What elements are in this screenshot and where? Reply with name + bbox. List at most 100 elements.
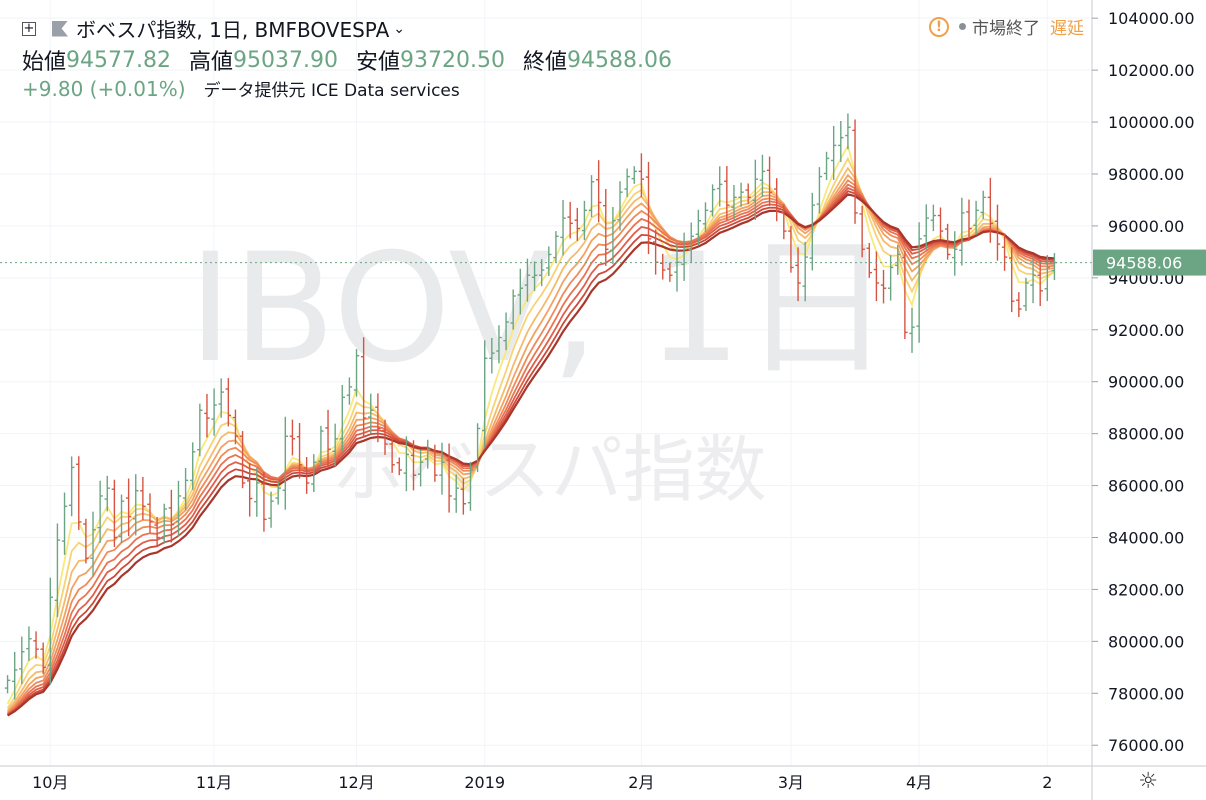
ma-line-5[interactable] bbox=[6, 179, 1055, 714]
ohlc-bar[interactable] bbox=[311, 454, 317, 493]
ohlc-bar[interactable] bbox=[1044, 255, 1051, 302]
ohlc-bar[interactable] bbox=[382, 419, 388, 455]
ohlc-bar[interactable] bbox=[389, 435, 395, 473]
ohlc-bar[interactable] bbox=[368, 393, 374, 434]
ohlc-bar[interactable] bbox=[83, 518, 89, 564]
ohlc-bar[interactable] bbox=[111, 479, 118, 547]
ohlc-bar[interactable] bbox=[610, 206, 616, 265]
ohlc-bar[interactable] bbox=[909, 307, 915, 353]
ohlc-bar[interactable] bbox=[795, 247, 801, 302]
ohlc-bar[interactable] bbox=[125, 478, 132, 537]
ohlc-bar[interactable] bbox=[4, 675, 11, 694]
ohlc-bar[interactable] bbox=[503, 312, 509, 351]
ohlc-bar[interactable] bbox=[282, 416, 289, 510]
ohlc-bar[interactable] bbox=[353, 349, 360, 397]
ma-line-6[interactable] bbox=[7, 183, 1055, 715]
ohlc-bar[interactable] bbox=[752, 159, 759, 220]
ohlc-bar[interactable] bbox=[624, 168, 630, 198]
ohlc-bar[interactable] bbox=[396, 457, 402, 476]
ohlc-bar[interactable] bbox=[175, 480, 182, 537]
ohlc-bar[interactable] bbox=[994, 204, 1001, 261]
ohlc-bar[interactable] bbox=[538, 259, 545, 287]
ohlc-bar[interactable] bbox=[631, 166, 637, 184]
ohlc-bar[interactable] bbox=[952, 231, 958, 276]
ohlc-bar[interactable] bbox=[446, 443, 452, 513]
ohlc-bar[interactable] bbox=[574, 207, 580, 241]
ohlc-bar[interactable] bbox=[937, 207, 944, 240]
ohlc-bar[interactable] bbox=[318, 425, 324, 467]
ohlc-bar[interactable] bbox=[133, 474, 139, 536]
ma-line-3[interactable] bbox=[6, 166, 1055, 712]
ohlc-bar[interactable] bbox=[154, 516, 160, 546]
ohlc-bar[interactable] bbox=[332, 423, 338, 467]
ohlc-bar[interactable] bbox=[738, 182, 744, 207]
ohlc-bar[interactable] bbox=[517, 268, 524, 315]
ohlc-bar[interactable] bbox=[759, 154, 766, 197]
ohlc-bar[interactable] bbox=[246, 462, 253, 517]
ohlc-bar[interactable] bbox=[232, 409, 239, 445]
ohlc-bar[interactable] bbox=[90, 511, 96, 577]
ohlc-bar[interactable] bbox=[325, 409, 331, 468]
ohlc-bar[interactable] bbox=[225, 378, 232, 427]
ohlc-bar[interactable] bbox=[553, 231, 559, 263]
ohlc-bar[interactable] bbox=[254, 467, 260, 517]
ohlc-bar[interactable] bbox=[474, 423, 481, 473]
ohlc-bar[interactable] bbox=[866, 243, 872, 278]
ohlc-bar[interactable] bbox=[531, 261, 538, 292]
ohlc-bar[interactable] bbox=[1009, 247, 1015, 313]
ohlc-bar[interactable] bbox=[303, 457, 310, 494]
ohlc-bar[interactable] bbox=[375, 393, 381, 443]
ohlc-bar[interactable] bbox=[289, 419, 296, 456]
ohlc-bar[interactable] bbox=[873, 251, 880, 302]
ohlc-bar[interactable] bbox=[745, 183, 751, 204]
ohlc-bar[interactable] bbox=[845, 113, 851, 150]
ohlc-bar[interactable] bbox=[467, 461, 474, 511]
ohlc-bar[interactable] bbox=[645, 161, 652, 255]
ohlc-bar[interactable] bbox=[702, 202, 709, 232]
ohlc-bar[interactable] bbox=[346, 377, 353, 405]
ohlc-bar[interactable] bbox=[417, 449, 424, 487]
ohlc-bar[interactable] bbox=[688, 222, 694, 264]
ohlc-bar[interactable] bbox=[923, 204, 929, 250]
ohlc-bar[interactable] bbox=[966, 199, 972, 241]
warning-icon[interactable]: ! bbox=[929, 16, 949, 37]
ohlc-bar[interactable] bbox=[1016, 292, 1022, 318]
ohlc-bar[interactable] bbox=[482, 340, 488, 449]
ohlc-bar[interactable] bbox=[773, 178, 780, 222]
ohlc-bar[interactable] bbox=[838, 121, 844, 163]
ohlc-bar[interactable] bbox=[1001, 233, 1008, 271]
ohlc-bar[interactable] bbox=[211, 388, 217, 436]
ohlc-bar[interactable] bbox=[1037, 260, 1043, 307]
ohlc-bar[interactable] bbox=[973, 200, 979, 235]
ohlc-bar[interactable] bbox=[68, 456, 75, 517]
ma-line-9[interactable] bbox=[7, 193, 1055, 717]
ohlc-bar[interactable] bbox=[916, 222, 922, 343]
ohlc-bar[interactable] bbox=[403, 436, 410, 492]
ohlc-bar[interactable] bbox=[830, 125, 837, 180]
ohlc-bar[interactable] bbox=[617, 181, 623, 231]
ohlc-bar[interactable] bbox=[660, 253, 666, 280]
ohlc-bar[interactable] bbox=[588, 175, 595, 217]
ohlc-bar[interactable] bbox=[859, 205, 865, 258]
ohlc-bar[interactable] bbox=[11, 651, 18, 700]
symbol-title[interactable]: ボベスパ指数, 1日, BMFBOVESPA bbox=[76, 18, 390, 42]
ohlc-bar[interactable] bbox=[147, 493, 153, 533]
ohlc-bar[interactable] bbox=[980, 190, 986, 220]
ohlc-bar[interactable] bbox=[268, 491, 274, 528]
ohlc-bar[interactable] bbox=[902, 250, 908, 339]
ohlc-bar[interactable] bbox=[816, 167, 823, 214]
ohlc-bar[interactable] bbox=[410, 440, 417, 491]
ohlc-bar[interactable] bbox=[453, 474, 459, 513]
ohlc-bar[interactable] bbox=[823, 151, 830, 181]
ohlc-bar[interactable] bbox=[546, 246, 552, 277]
ohlc-bar[interactable] bbox=[360, 337, 367, 438]
ohlc-bar[interactable] bbox=[709, 184, 716, 217]
ohlc-bar[interactable] bbox=[425, 439, 431, 469]
ohlc-bar[interactable] bbox=[439, 442, 445, 495]
ohlc-bar[interactable] bbox=[638, 153, 645, 198]
ohlc-bar[interactable] bbox=[560, 200, 566, 256]
ohlc-bar[interactable] bbox=[567, 201, 573, 239]
ohlc-bar[interactable] bbox=[781, 204, 787, 240]
ohlc-bar[interactable] bbox=[802, 241, 808, 302]
flag-icon[interactable] bbox=[52, 20, 68, 37]
